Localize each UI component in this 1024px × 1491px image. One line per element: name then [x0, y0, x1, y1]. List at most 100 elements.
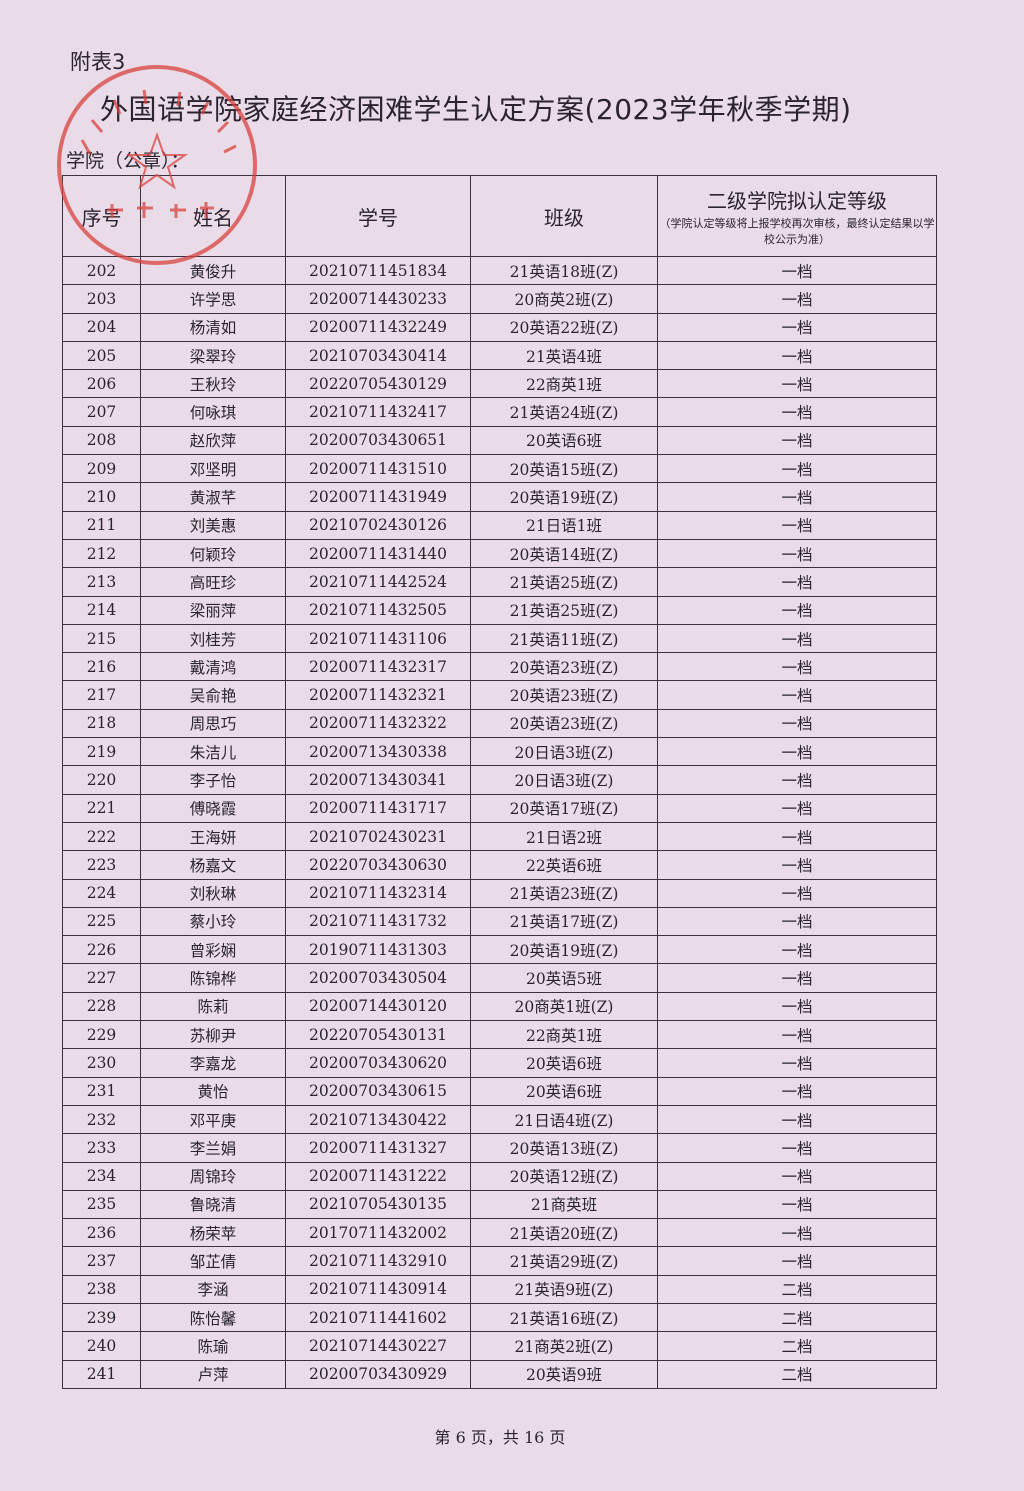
cell-student-id: 20210711432417	[285, 397, 471, 427]
cell-class: 20英语5班	[470, 963, 658, 993]
cell-index: 209	[62, 454, 141, 484]
cell-student-id: 20210711432910	[285, 1246, 471, 1276]
cell-student-id: 20200711432249	[285, 312, 471, 342]
cell-student-id: 20200711431510	[285, 454, 471, 484]
cell-class: 21英语25班(Z)	[470, 595, 658, 625]
cell-name: 邓平庚	[140, 1104, 286, 1135]
table-row: 212 何颖玲 20200711431440 20英语14班(Z) 一档	[62, 538, 937, 569]
student-table: 序号 姓名 学号 班级 二级学院拟认定等级 （学院认定等级将上报学校再次审核，最…	[62, 175, 937, 1389]
table-row: 232 邓平庚 20210713430422 21日语4班(Z) 一档	[62, 1104, 937, 1135]
cell-student-id: 20220703430630	[285, 850, 471, 880]
cell-class: 20商英2班(Z)	[470, 284, 658, 314]
table-row: 206 王秋玲 20220705430129 22商英1班 一档	[62, 369, 937, 399]
cell-class: 20商英1班(Z)	[470, 991, 658, 1022]
cell-student-id: 20210702430231	[285, 821, 471, 852]
cell-class: 20英语15班(Z)	[470, 454, 658, 484]
cell-name: 黄淑芊	[140, 482, 286, 512]
cell-name: 邹芷倩	[140, 1246, 286, 1276]
table-row: 225 蔡小玲 20210711431732 21英语17班(Z) 一档	[62, 906, 937, 937]
cell-name: 曾彩娴	[140, 935, 286, 965]
cell-student-id: 20210714430227	[285, 1331, 471, 1361]
cell-student-id: 20200703430620	[285, 1048, 471, 1078]
cell-class: 20英语6班	[470, 425, 658, 456]
cell-class: 20日语3班(Z)	[470, 765, 658, 795]
cell-index: 218	[62, 708, 141, 739]
table-row: 226 曾彩娴 20190711431303 20英语19班(Z) 一档	[62, 935, 937, 965]
table-row: 207 何咏琪 20210711432417 21英语24班(Z) 一档	[62, 397, 937, 427]
cell-name: 许学思	[140, 284, 286, 314]
cell-student-id: 20210711431106	[285, 623, 471, 654]
cell-class: 22商英1班	[470, 1020, 658, 1050]
cell-level: 一档	[657, 652, 937, 682]
cell-level: 一档	[657, 1189, 937, 1220]
cell-level: 二档	[657, 1331, 937, 1361]
cell-class: 20英语19班(Z)	[470, 482, 658, 512]
cell-class: 21英语25班(Z)	[470, 567, 658, 597]
table-row: 240 陈瑜 20210714430227 21商英2班(Z) 二档	[62, 1331, 937, 1361]
cell-index: 227	[62, 963, 141, 993]
cell-class: 22商英1班	[470, 369, 658, 399]
cell-level: 一档	[657, 454, 937, 484]
table-row: 221 傅晓霞 20200711431717 20英语17班(Z) 一档	[62, 793, 937, 823]
header-level-note: （学院认定等级将上报学校再次审核，最终认定结果以学校公示为准）	[659, 216, 935, 246]
cell-student-id: 20200711431222	[285, 1161, 471, 1191]
table-row: 216 戴清鸿 20200711432317 20英语23班(Z) 一档	[62, 652, 937, 682]
table-row: 241 卢萍 20200703430929 20英语9班 二档	[62, 1359, 937, 1389]
table-row: 228 陈莉 20200714430120 20商英1班(Z) 一档	[62, 991, 937, 1022]
cell-level: 一档	[657, 821, 937, 852]
cell-student-id: 20210711442524	[285, 567, 471, 597]
cell-level: 一档	[657, 510, 937, 540]
cell-name: 李嘉龙	[140, 1048, 286, 1078]
table-row: 227 陈锦桦 20200703430504 20英语5班 一档	[62, 963, 937, 993]
cell-student-id: 20210711432505	[285, 595, 471, 625]
cell-index: 213	[62, 567, 141, 597]
cell-class: 20英语12班(Z)	[470, 1161, 658, 1191]
cell-class: 21英语23班(Z)	[470, 878, 658, 908]
document-title: 外国语学院家庭经济困难学生认定方案(2023学年秋季学期)	[100, 93, 852, 126]
table-row: 229 苏柳尹 20220705430131 22商英1班 一档	[62, 1020, 937, 1050]
cell-student-id: 20200711431440	[285, 538, 471, 569]
cell-name: 陈怡馨	[140, 1302, 286, 1333]
table-row: 220 李子怡 20200713430341 20日语3班(Z) 一档	[62, 765, 937, 795]
table-row: 230 李嘉龙 20200703430620 20英语6班 一档	[62, 1048, 937, 1078]
cell-name: 陈莉	[140, 991, 286, 1022]
cell-level: 一档	[657, 312, 937, 342]
cell-name: 黄怡	[140, 1076, 286, 1106]
table-row: 214 梁丽萍 20210711432505 21英语25班(Z) 一档	[62, 595, 937, 625]
table-row: 236 杨荣苹 20170711432002 21英语20班(Z) 一档	[62, 1218, 937, 1248]
cell-index: 221	[62, 793, 141, 823]
cell-level: 一档	[657, 793, 937, 823]
cell-student-id: 20200711431717	[285, 793, 471, 823]
attachment-label: 附表3	[70, 50, 126, 74]
cell-name: 刘桂芳	[140, 623, 286, 654]
cell-name: 朱洁儿	[140, 737, 286, 767]
cell-index: 202	[62, 255, 141, 286]
cell-index: 235	[62, 1189, 141, 1220]
header-level: 二级学院拟认定等级 （学院认定等级将上报学校再次审核，最终认定结果以学校公示为准…	[657, 175, 937, 257]
cell-index: 219	[62, 737, 141, 767]
cell-class: 20英语19班(Z)	[470, 935, 658, 965]
cell-level: 一档	[657, 397, 937, 427]
table-row: 223 杨嘉文 20220703430630 22英语6班 一档	[62, 850, 937, 880]
cell-level: 一档	[657, 708, 937, 739]
cell-student-id: 20220705430131	[285, 1020, 471, 1050]
cell-level: 一档	[657, 1161, 937, 1191]
cell-student-id: 20200711432322	[285, 708, 471, 739]
cell-name: 杨嘉文	[140, 850, 286, 880]
cell-level: 一档	[657, 906, 937, 937]
cell-name: 陈锦桦	[140, 963, 286, 993]
cell-index: 217	[62, 680, 141, 710]
cell-class: 20英语23班(Z)	[470, 708, 658, 739]
table-row: 208 赵欣萍 20200703430651 20英语6班 一档	[62, 425, 937, 456]
cell-index: 208	[62, 425, 141, 456]
cell-class: 21商英班	[470, 1189, 658, 1220]
cell-level: 一档	[657, 1076, 937, 1106]
cell-index: 205	[62, 340, 141, 371]
cell-name: 吴俞艳	[140, 680, 286, 710]
cell-class: 20英语6班	[470, 1048, 658, 1078]
table-row: 210 黄淑芊 20200711431949 20英语19班(Z) 一档	[62, 482, 937, 512]
cell-student-id: 20200703430504	[285, 963, 471, 993]
cell-class: 21英语20班(Z)	[470, 1218, 658, 1248]
cell-student-id: 20210711430914	[285, 1274, 471, 1304]
cell-name: 卢萍	[140, 1359, 286, 1389]
